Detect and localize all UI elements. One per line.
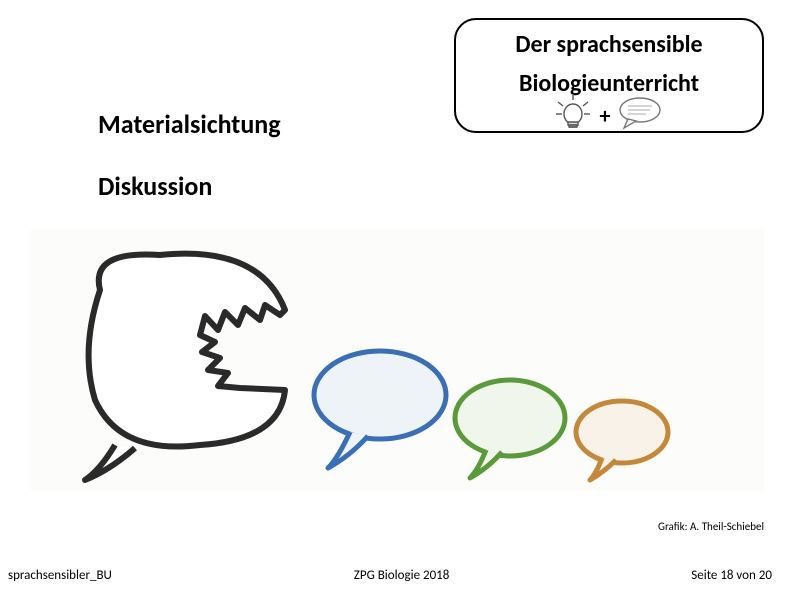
discussion-graphic bbox=[30, 230, 764, 490]
slide: Der sprachsensible Biologieunterricht bbox=[0, 0, 794, 595]
bubble-blue bbox=[314, 351, 446, 468]
header-box: Der sprachsensible Biologieunterricht bbox=[454, 18, 764, 133]
header-icon-row: + bbox=[472, 92, 746, 139]
bubble-monster bbox=[85, 254, 285, 480]
speech-bubble-icon bbox=[616, 94, 666, 137]
speech-bubbles-svg bbox=[30, 230, 764, 490]
section-title: Materialsichtung bbox=[98, 108, 281, 140]
bubble-green bbox=[455, 380, 565, 478]
lightbulb-icon bbox=[552, 92, 594, 139]
header-title-line1: Der sprachsensible bbox=[472, 30, 746, 59]
graphic-caption: Grafik: A. Theil-Schiebel bbox=[658, 520, 764, 533]
subsection-title: Diskussion bbox=[98, 170, 212, 202]
plus-icon: + bbox=[600, 102, 611, 129]
footer-right: Seite 18 von 20 bbox=[691, 568, 772, 583]
footer: sprachsensibler_BU ZPG Biologie 2018 Sei… bbox=[0, 568, 794, 583]
bubble-orange bbox=[576, 401, 668, 480]
footer-center: ZPG Biologie 2018 bbox=[354, 568, 450, 583]
footer-left: sprachsensibler_BU bbox=[8, 568, 112, 583]
